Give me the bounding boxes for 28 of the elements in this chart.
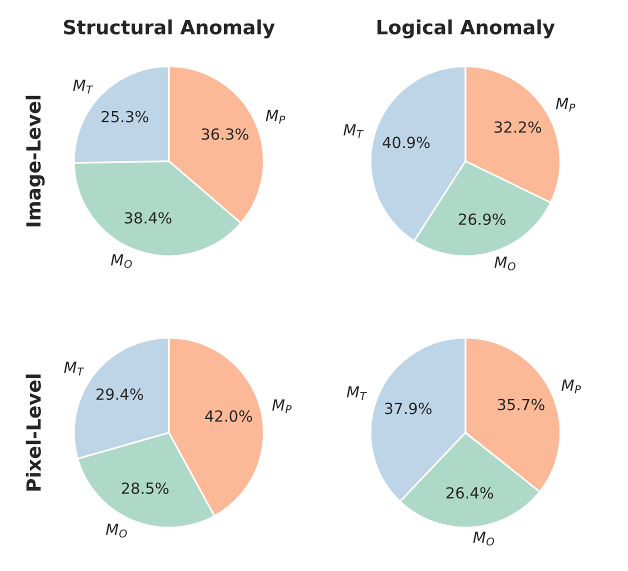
data-label: 40.9%	[382, 136, 430, 148]
slice-label: M$_{O}$	[110, 254, 132, 268]
slice-label: M$_{P}$	[272, 399, 292, 414]
data-label: 29.4%	[96, 388, 144, 400]
slice-label: M$_{O}$	[494, 256, 516, 270]
slice-label: M$_{T}$	[344, 124, 364, 138]
slice-label: M$_{T}$	[64, 362, 84, 376]
text: Pixel-Level	[26, 374, 41, 491]
data-label: 26.9%	[458, 213, 506, 225]
data-label: 25.3%	[102, 110, 148, 122]
chart-title: Structural Anomaly	[64, 19, 275, 38]
data-label: 28.5%	[122, 482, 168, 494]
slice-label: M$_{T}$	[346, 386, 367, 400]
data-label: 35.7%	[498, 398, 544, 410]
data-label: 36.3%	[202, 128, 248, 140]
data-label: 26.4%	[446, 487, 494, 499]
slice-label: M$_{P}$	[556, 98, 576, 112]
text: Image-Level	[26, 96, 45, 226]
data-label: 42.0%	[205, 410, 252, 422]
slice-label: M$_{T}$	[73, 80, 94, 94]
chart-title: Logical Anomaly	[378, 19, 555, 38]
data-label: 37.9%	[385, 402, 432, 414]
slice-label: M$_{O}$	[106, 524, 127, 538]
slice-label: M$_{O}$	[473, 532, 494, 546]
data-label: 38.4%	[124, 212, 172, 224]
slice-label: M$_{P}$	[266, 110, 286, 124]
data-label: 32.2%	[494, 121, 542, 133]
slice-label: M$_{P}$	[562, 380, 581, 394]
